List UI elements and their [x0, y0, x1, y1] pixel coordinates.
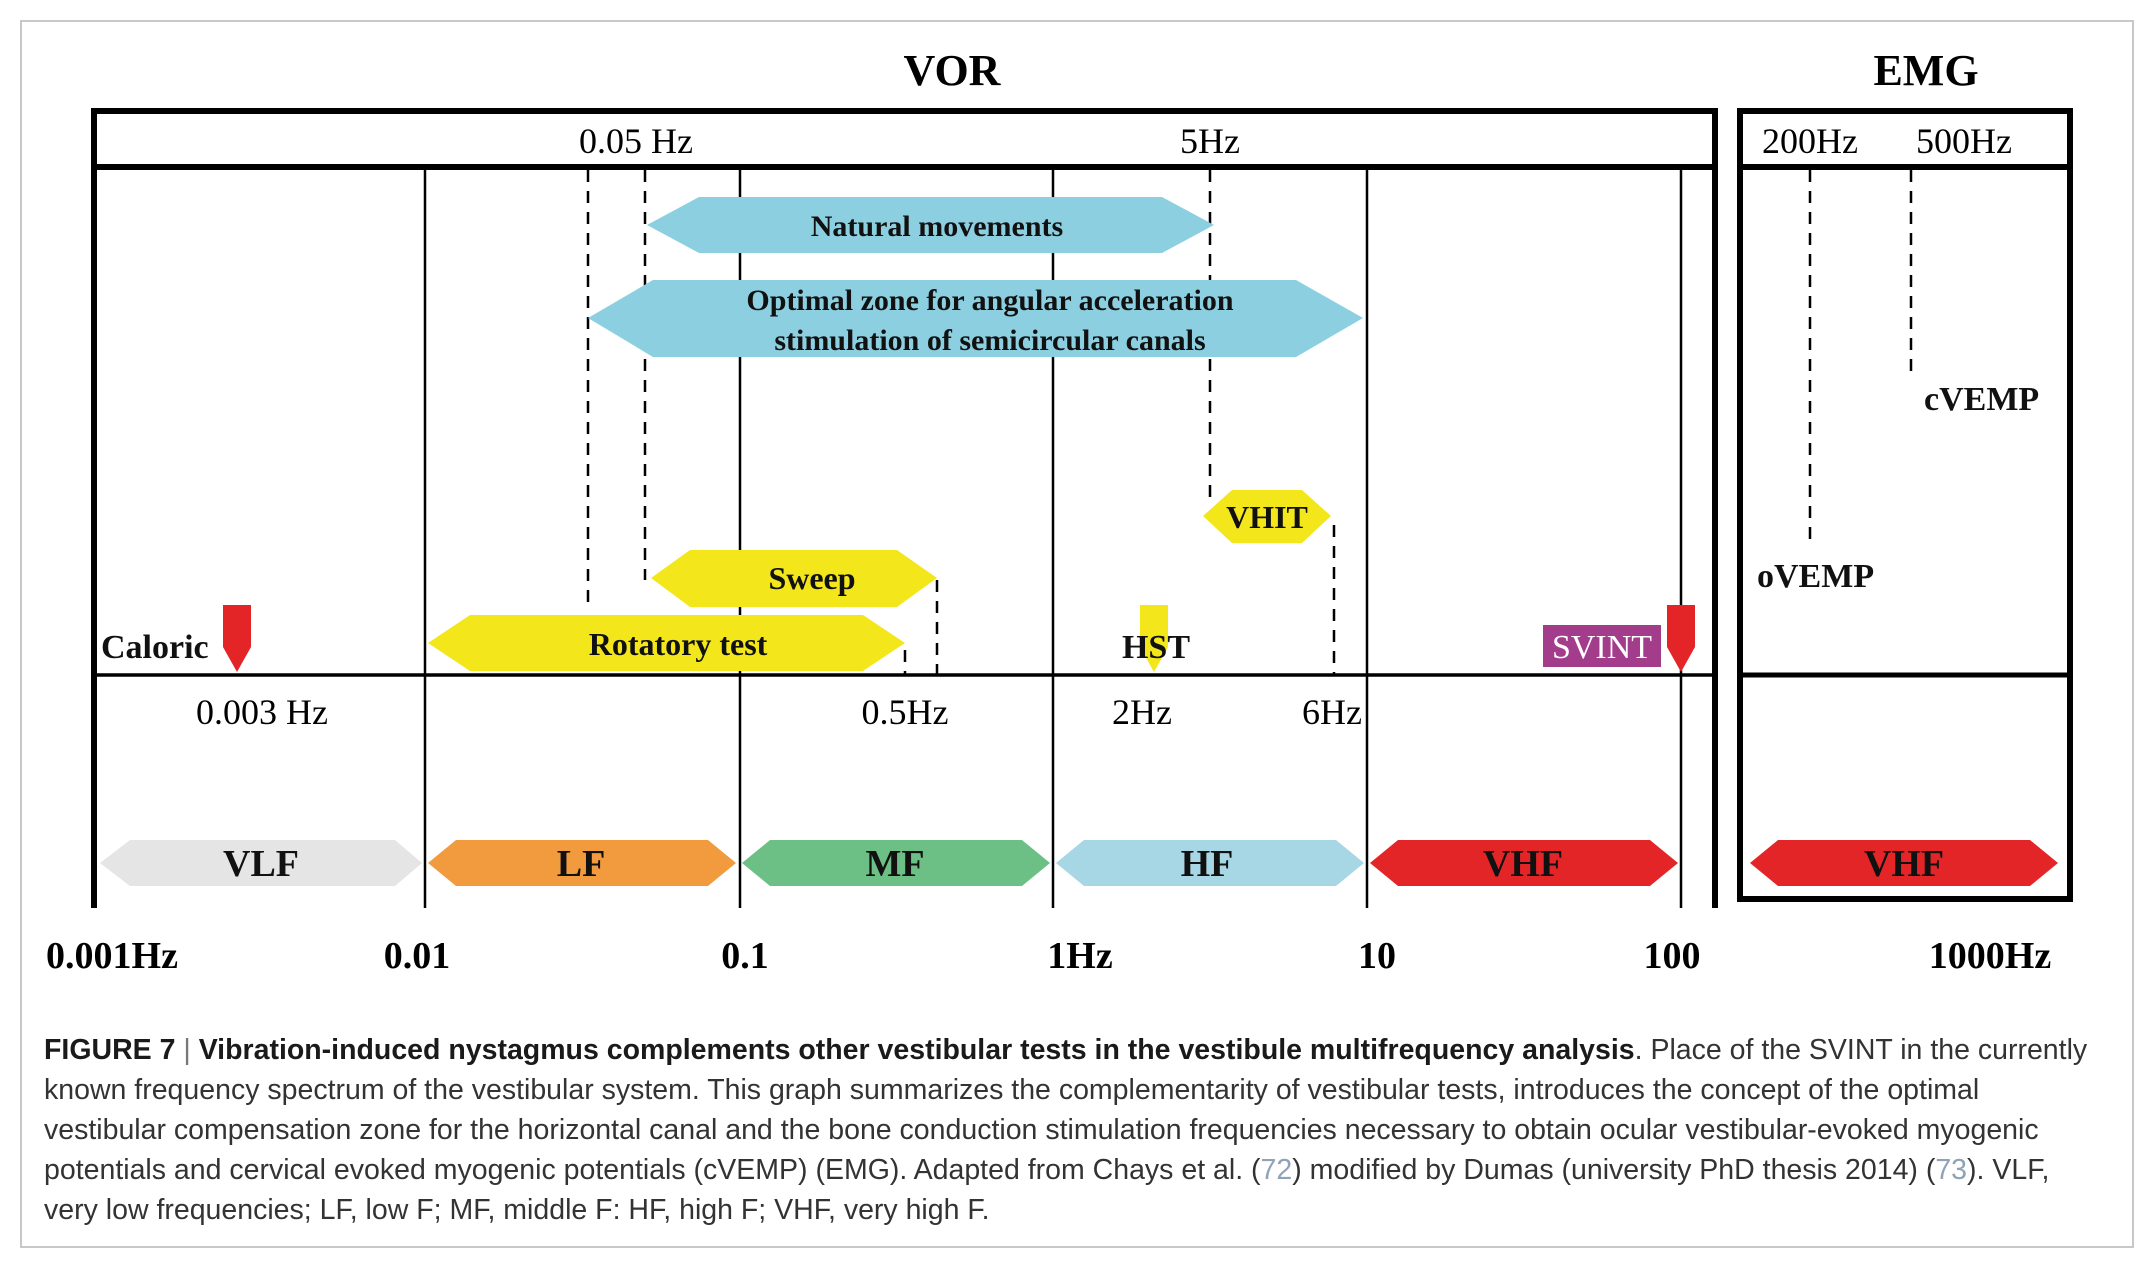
caption-title: Vibration-induced nystagmus complements …	[198, 1034, 1635, 1066]
dashed-reference-lines	[586, 170, 1913, 675]
vestibular-frequency-diagram: VOR EMG 0.05 Hz 5Hz 200Hz 500Hz Natural …	[46, 46, 2073, 977]
caption-text-part2: ) modified by Dumas (university PhD thes…	[1292, 1154, 1936, 1186]
band-vlf-arrow	[100, 840, 422, 886]
caloric-label: Caloric	[101, 629, 209, 666]
rotatory-test-label: Rotatory test	[589, 626, 768, 662]
caption-text-part1: . Place of the SVINT in the currently kn…	[44, 1034, 2088, 1186]
sweep-arrow	[651, 550, 937, 607]
caption-ref-73[interactable]: 73	[1935, 1154, 1968, 1186]
freq-label-500hz: 500Hz	[1916, 121, 2012, 161]
hst-marker-icon	[1140, 605, 1168, 672]
vor-section-title: VOR	[904, 46, 1002, 95]
natural-movements-arrow	[647, 197, 1214, 253]
freq-label-0-05hz: 0.05 Hz	[579, 121, 693, 161]
band-vhf-label: VHF	[1483, 843, 1563, 885]
emg-section-title: EMG	[1873, 46, 1978, 95]
optimal-zone-label-line1: Optimal zone for angular acceleration	[746, 284, 1233, 317]
band-vlf-label: VLF	[223, 843, 299, 885]
axis-tick-0-1: 0.1	[721, 935, 769, 977]
rotatory-test-arrow	[428, 615, 905, 671]
band-mf-label: MF	[865, 843, 924, 885]
svint-label: SVINT	[1552, 629, 1652, 666]
emg-band-vhf-arrow	[1750, 840, 2058, 886]
freq-label-0-003hz: 0.003 Hz	[196, 692, 328, 732]
band-hf-arrow	[1056, 840, 1364, 886]
axis-tick-0-01: 0.01	[384, 935, 451, 977]
band-vhf-arrow	[1370, 840, 1678, 886]
svint-label-box	[1543, 625, 1661, 667]
sweep-label: Sweep	[768, 560, 855, 596]
vhit-label: VHIT	[1226, 499, 1308, 535]
caption-figure-label: FIGURE 7	[44, 1034, 176, 1066]
optimal-zone-label-line2: stimulation of semicircular canals	[774, 324, 1205, 357]
natural-movements-label: Natural movements	[811, 210, 1063, 243]
decade-gridlines	[423, 167, 1683, 908]
band-hf-label: HF	[1181, 843, 1234, 885]
freq-label-6hz: 6Hz	[1302, 692, 1362, 732]
optimal-zone-arrow	[588, 280, 1363, 357]
emg-panel	[1737, 108, 2073, 902]
ovemp-label: oVEMP	[1757, 558, 1874, 595]
freq-label-2hz: 2Hz	[1112, 692, 1172, 732]
caption-ref-72[interactable]: 72	[1260, 1154, 1293, 1186]
frequency-bands: VLF LF MF HF VHF VHF	[100, 840, 2058, 886]
axis-tick-10: 10	[1358, 935, 1396, 977]
hst-label: HST	[1122, 629, 1190, 666]
band-lf-arrow	[428, 840, 736, 886]
svint-marker-icon	[1667, 605, 1695, 672]
figure-caption: FIGURE 7 | Vibration-induced nystagmus c…	[44, 1030, 2104, 1230]
caloric-marker-icon	[223, 605, 251, 672]
axis-tick-100: 100	[1644, 935, 1701, 977]
band-mf-arrow	[742, 840, 1050, 886]
caption-separator: |	[183, 1034, 191, 1066]
axis-tick-1hz: 1Hz	[1047, 935, 1113, 977]
freq-label-200hz: 200Hz	[1762, 121, 1858, 161]
emg-band-vhf-label: VHF	[1864, 843, 1944, 885]
freq-label-5hz: 5Hz	[1180, 121, 1240, 161]
cvemp-label: cVEMP	[1924, 381, 2039, 418]
axis-tick-0-001hz: 0.001Hz	[46, 935, 178, 977]
axis-tick-1000hz: 1000Hz	[1929, 935, 2052, 977]
freq-label-0-5hz: 0.5Hz	[862, 692, 949, 732]
frequency-axis: 0.001Hz 0.01 0.1 1Hz 10 100 1000Hz	[46, 935, 2051, 977]
caption-text-part3: ). VLF, very low frequencies; LF, low F;…	[44, 1154, 2050, 1226]
band-lf-label: LF	[557, 843, 606, 885]
vhit-arrow	[1203, 490, 1331, 543]
